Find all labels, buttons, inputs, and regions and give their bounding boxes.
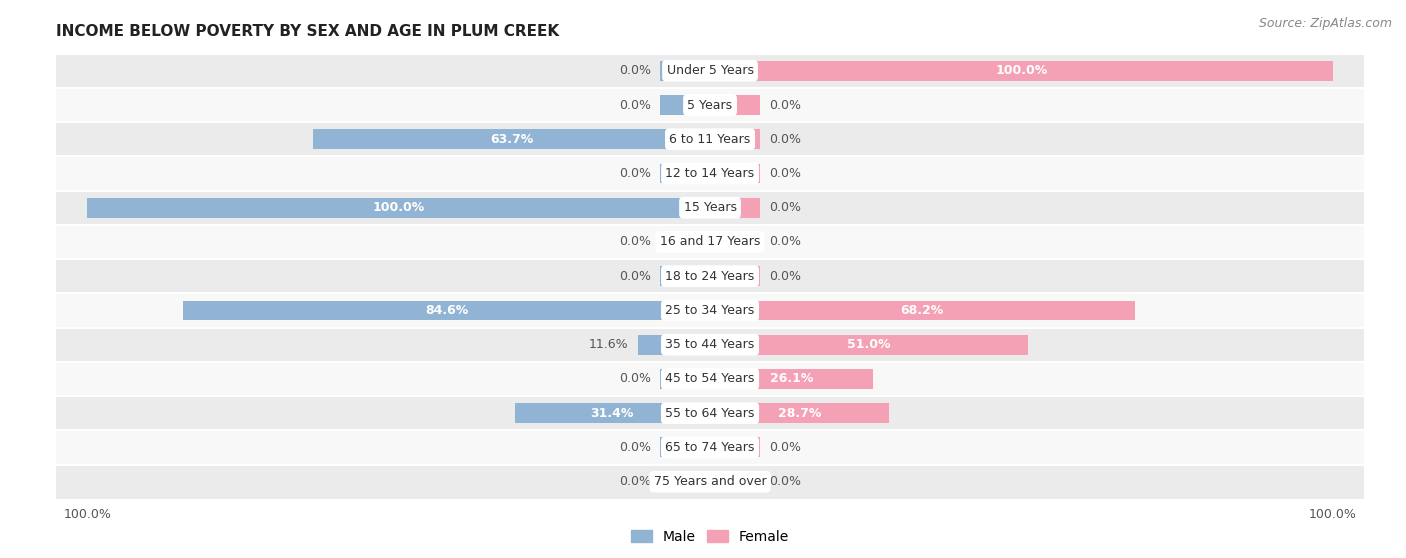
Text: 18 to 24 Years: 18 to 24 Years	[665, 270, 755, 283]
Bar	[56, 259, 1364, 294]
Text: 0.0%: 0.0%	[619, 167, 651, 180]
Text: 0.0%: 0.0%	[769, 475, 801, 488]
Text: 6 to 11 Years: 6 to 11 Years	[669, 133, 751, 146]
Text: 35 to 44 Years: 35 to 44 Years	[665, 338, 755, 351]
Bar	[56, 225, 1364, 259]
Bar	[710, 95, 759, 115]
Bar	[56, 294, 1364, 328]
Text: 16 and 17 Years: 16 and 17 Years	[659, 235, 761, 248]
Text: 0.0%: 0.0%	[619, 235, 651, 248]
Text: 65 to 74 Years: 65 to 74 Years	[665, 441, 755, 454]
Bar	[56, 396, 1364, 430]
Bar	[56, 156, 1364, 191]
Bar	[56, 54, 1364, 88]
Text: 0.0%: 0.0%	[769, 270, 801, 283]
Bar	[710, 232, 759, 252]
Bar	[661, 472, 710, 492]
Text: 0.0%: 0.0%	[769, 167, 801, 180]
Bar	[183, 301, 710, 320]
Bar	[56, 328, 1364, 362]
Bar	[710, 163, 759, 184]
Text: 28.7%: 28.7%	[778, 407, 821, 420]
Bar	[661, 369, 710, 389]
Bar	[56, 88, 1364, 122]
Text: 0.0%: 0.0%	[619, 64, 651, 77]
Bar	[638, 335, 710, 355]
Text: 11.6%: 11.6%	[589, 338, 628, 351]
Bar	[710, 129, 759, 149]
Text: 15 Years: 15 Years	[683, 201, 737, 214]
Text: 68.2%: 68.2%	[901, 304, 943, 317]
Bar	[87, 198, 710, 218]
Bar	[710, 61, 1333, 81]
Bar	[710, 403, 889, 423]
Text: 0.0%: 0.0%	[769, 99, 801, 112]
Text: 100.0%: 100.0%	[995, 64, 1047, 77]
Text: 0.0%: 0.0%	[769, 201, 801, 214]
Bar	[661, 163, 710, 184]
Legend: Male, Female: Male, Female	[626, 525, 794, 550]
Text: Source: ZipAtlas.com: Source: ZipAtlas.com	[1258, 17, 1392, 30]
Bar	[56, 362, 1364, 396]
Text: Under 5 Years: Under 5 Years	[666, 64, 754, 77]
Bar	[314, 129, 710, 149]
Bar	[661, 61, 710, 81]
Text: 5 Years: 5 Years	[688, 99, 733, 112]
Text: 0.0%: 0.0%	[619, 441, 651, 454]
Text: 0.0%: 0.0%	[619, 270, 651, 283]
Text: 75 Years and over: 75 Years and over	[654, 475, 766, 488]
Bar	[710, 335, 1028, 355]
Bar	[56, 464, 1364, 499]
Bar	[661, 232, 710, 252]
Text: 0.0%: 0.0%	[769, 235, 801, 248]
Text: 26.1%: 26.1%	[769, 372, 813, 386]
Bar	[515, 403, 710, 423]
Bar	[56, 430, 1364, 464]
Text: 12 to 14 Years: 12 to 14 Years	[665, 167, 755, 180]
Text: 63.7%: 63.7%	[491, 133, 533, 146]
Text: 31.4%: 31.4%	[591, 407, 634, 420]
Text: 100.0%: 100.0%	[373, 201, 425, 214]
Text: 0.0%: 0.0%	[619, 99, 651, 112]
Bar	[661, 437, 710, 458]
Bar	[710, 198, 759, 218]
Bar	[661, 266, 710, 286]
Bar	[710, 301, 1135, 320]
Bar	[661, 95, 710, 115]
Text: 0.0%: 0.0%	[619, 372, 651, 386]
Bar	[710, 437, 759, 458]
Text: INCOME BELOW POVERTY BY SEX AND AGE IN PLUM CREEK: INCOME BELOW POVERTY BY SEX AND AGE IN P…	[56, 25, 560, 39]
Text: 45 to 54 Years: 45 to 54 Years	[665, 372, 755, 386]
Text: 51.0%: 51.0%	[846, 338, 890, 351]
Text: 0.0%: 0.0%	[619, 475, 651, 488]
Bar	[56, 122, 1364, 156]
Text: 0.0%: 0.0%	[769, 441, 801, 454]
Text: 55 to 64 Years: 55 to 64 Years	[665, 407, 755, 420]
Text: 84.6%: 84.6%	[425, 304, 468, 317]
Bar	[710, 472, 759, 492]
Bar	[56, 191, 1364, 225]
Bar	[710, 266, 759, 286]
Text: 0.0%: 0.0%	[769, 133, 801, 146]
Bar	[710, 369, 873, 389]
Text: 25 to 34 Years: 25 to 34 Years	[665, 304, 755, 317]
